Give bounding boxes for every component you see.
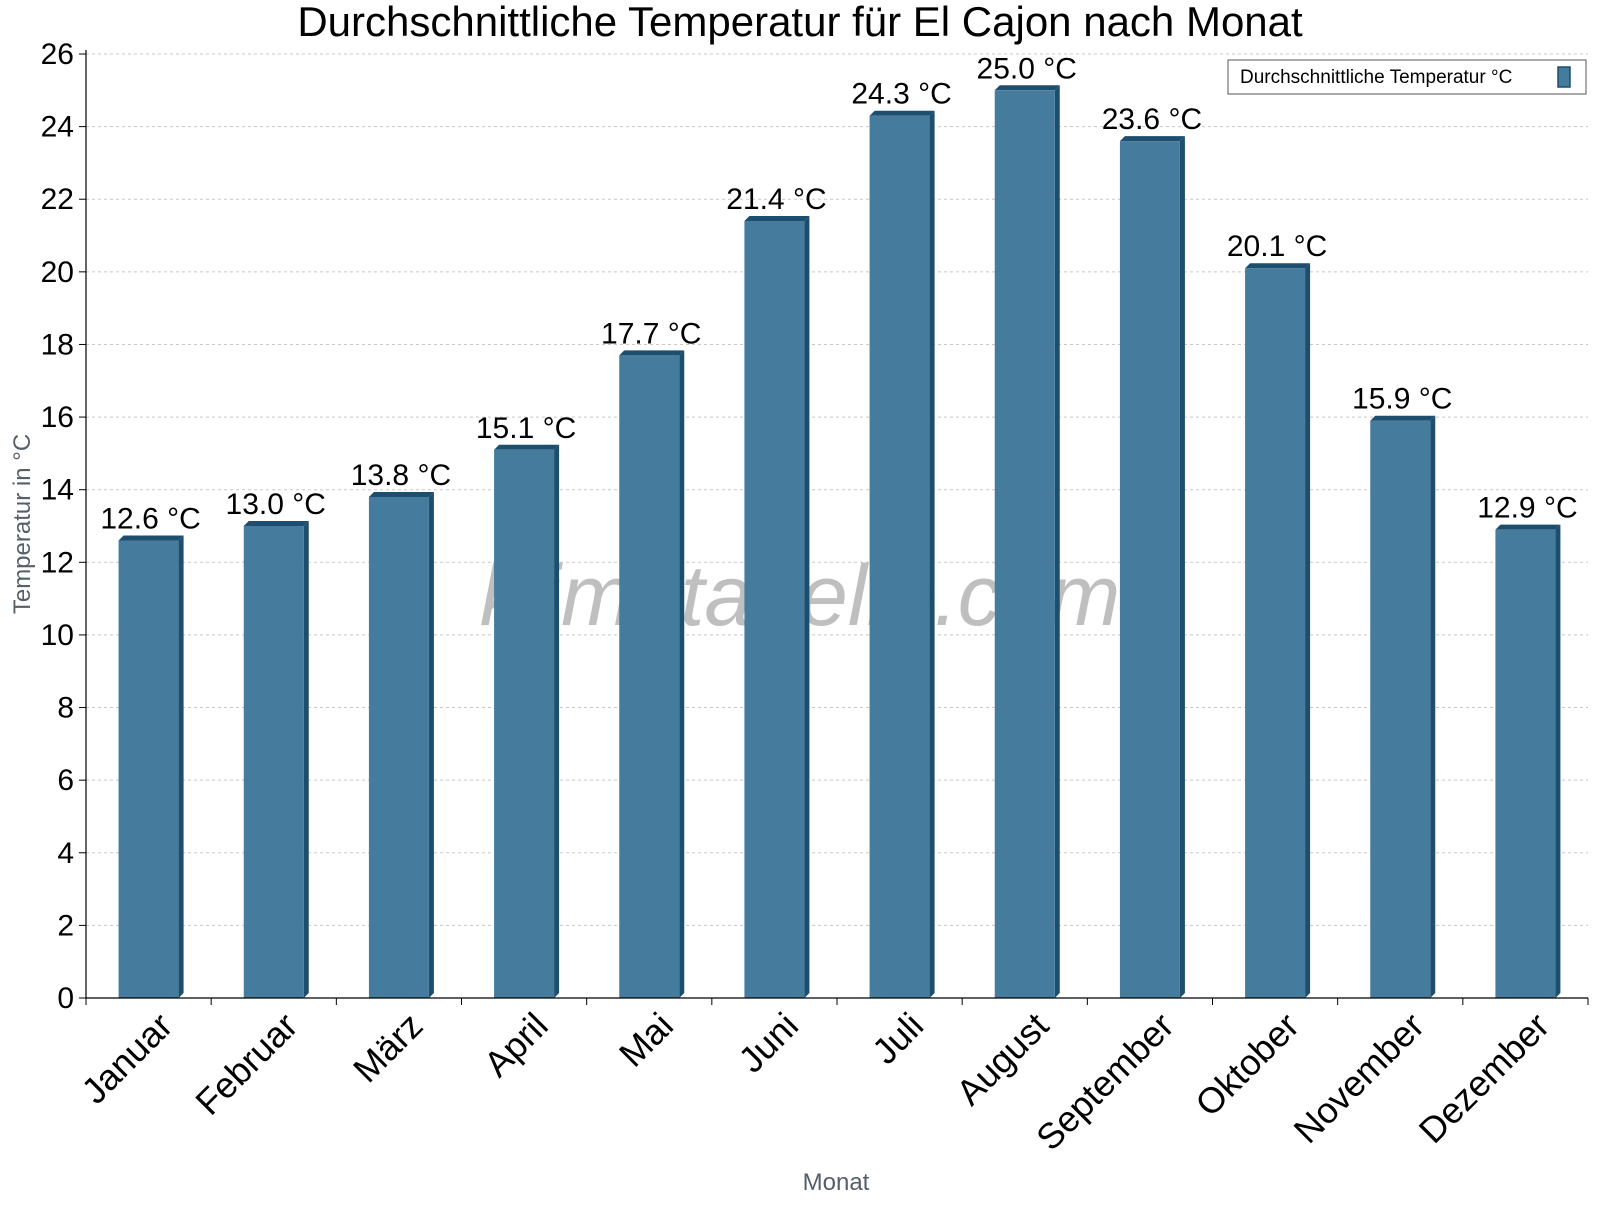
bar-top xyxy=(870,111,935,116)
bar-side xyxy=(1180,136,1185,998)
bar-side xyxy=(1305,263,1310,998)
y-tick-label: 6 xyxy=(57,764,74,797)
data-label: 21.4 °C xyxy=(726,183,826,216)
x-tick-label: Februar xyxy=(187,1005,305,1123)
y-tick-label: 14 xyxy=(41,474,74,507)
bar-side xyxy=(1555,525,1560,998)
y-tick-label: 16 xyxy=(41,401,74,434)
bar xyxy=(244,526,304,998)
y-tick-label: 18 xyxy=(41,328,74,361)
data-label: 12.6 °C xyxy=(100,503,200,536)
y-tick-label: 0 xyxy=(57,982,74,1015)
x-axis-title: Monat xyxy=(803,1169,870,1196)
bar xyxy=(1495,530,1555,998)
bar-top xyxy=(995,85,1060,90)
data-label: 20.1 °C xyxy=(1227,230,1327,263)
bar-top xyxy=(744,216,809,221)
bar xyxy=(619,355,679,998)
bar xyxy=(1120,141,1180,998)
bar-side xyxy=(804,216,809,998)
bar xyxy=(494,450,554,998)
bar xyxy=(1370,421,1430,998)
data-label: 15.1 °C xyxy=(476,412,576,445)
bar-top xyxy=(369,492,434,497)
bar-side xyxy=(554,445,559,998)
data-label: 13.0 °C xyxy=(226,488,326,521)
bar-side xyxy=(1055,85,1060,998)
bar-side xyxy=(179,536,184,998)
y-tick-label: 20 xyxy=(41,256,74,289)
data-label: 23.6 °C xyxy=(1102,103,1202,136)
y-tick-label: 10 xyxy=(41,619,74,652)
bar-top xyxy=(244,521,309,526)
bar xyxy=(744,221,804,998)
data-label: 12.9 °C xyxy=(1477,492,1577,525)
bars-group: 12.6 °C 13.0 °C 13.8 °C 15.1 °C 17.7 °C 21.4 … xyxy=(100,52,1577,998)
data-label: 17.7 °C xyxy=(601,317,701,350)
legend-label: Durchschnittliche Temperatur °C xyxy=(1240,67,1512,88)
y-tick-label: 2 xyxy=(57,909,74,942)
x-tick-label: Mai xyxy=(611,1005,681,1075)
data-label: 15.9 °C xyxy=(1352,383,1452,416)
bar-side xyxy=(679,350,684,998)
bar xyxy=(995,90,1055,998)
y-tick-label: 8 xyxy=(57,692,74,725)
y-tick-label: 26 xyxy=(41,38,74,71)
legend: Durchschnittliche Temperatur °C xyxy=(1228,60,1586,94)
x-tick-label: November xyxy=(1285,1005,1431,1151)
bar-side xyxy=(930,111,935,998)
bar-top xyxy=(494,445,559,450)
y-tick-label: 12 xyxy=(41,546,74,579)
data-label: 25.0 °C xyxy=(977,52,1077,85)
x-tick-label: Januar xyxy=(73,1005,180,1112)
bar-side xyxy=(1430,416,1435,998)
bar-side xyxy=(304,521,309,998)
x-tick-label: August xyxy=(948,1005,1056,1113)
x-tick-label: Juni xyxy=(730,1005,806,1081)
x-tick-label: Dezember xyxy=(1411,1005,1557,1151)
bar-top xyxy=(1120,136,1185,141)
bar xyxy=(1245,268,1305,998)
legend-swatch xyxy=(1558,67,1570,87)
x-tick-label: März xyxy=(345,1005,431,1091)
bar xyxy=(369,497,429,998)
bar-top xyxy=(119,536,184,541)
y-axis-title: Temperatur in °C xyxy=(9,434,36,614)
y-tick-label: 4 xyxy=(57,837,74,870)
y-tick-label: 24 xyxy=(41,111,74,144)
bar xyxy=(119,541,179,998)
x-tick-label: September xyxy=(1028,1005,1182,1159)
bar-top xyxy=(1370,416,1435,421)
bar-side xyxy=(429,492,434,998)
x-tick-label: April xyxy=(476,1005,556,1085)
data-label: 13.8 °C xyxy=(351,459,451,492)
y-tick-label: 22 xyxy=(41,183,74,216)
x-tick-label: Oktober xyxy=(1187,1005,1307,1125)
bar-top xyxy=(619,350,684,355)
bar-top xyxy=(1495,525,1560,530)
bar-top xyxy=(1245,263,1310,268)
x-tick-label: Juli xyxy=(864,1005,931,1072)
chart-title: Durchschnittliche Temperatur für El Cajo… xyxy=(297,0,1303,45)
data-label: 24.3 °C xyxy=(851,78,951,111)
bar xyxy=(870,116,930,998)
